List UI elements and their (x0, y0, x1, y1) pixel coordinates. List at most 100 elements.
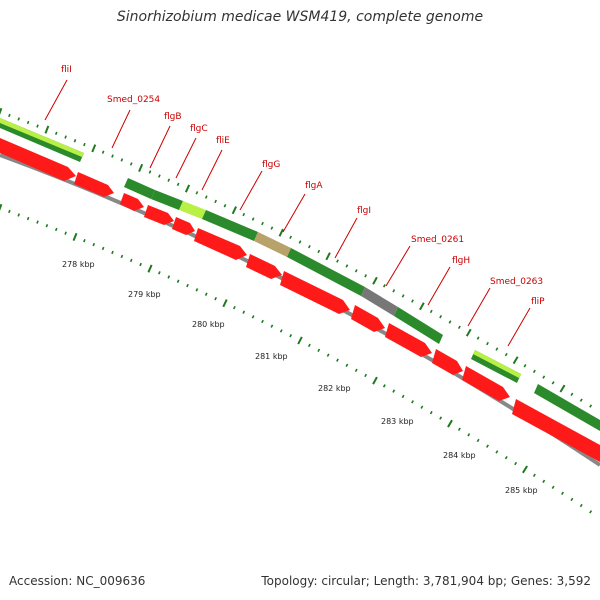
leader-fliI (44, 79, 68, 121)
inner-arc-tick (26, 216, 30, 221)
gene-label-flgI: flgI (357, 206, 371, 216)
inner-arc-tick (233, 305, 236, 310)
kbp-label-283: 283 kbp (381, 417, 414, 426)
inner-arc-tick (139, 262, 142, 267)
gene-leaders (44, 79, 531, 347)
inner-arc-tick (270, 324, 274, 328)
inner-arc-tick (411, 400, 414, 404)
gene-labels: fliI Smed_0254 flgB flgC fliE flgG flgA … (61, 65, 545, 307)
inner-arc-tick (439, 416, 443, 420)
inner-arc-tick (579, 503, 583, 508)
outer-arc-tick (372, 276, 378, 285)
inner-arc-tick (195, 288, 199, 292)
outer-arc-tick (354, 269, 358, 273)
inner-arc-tick (242, 310, 246, 314)
inner-arc-tick (317, 348, 321, 352)
outer-arc-tick (251, 217, 255, 221)
outer-arc-tick (111, 154, 114, 158)
gene-label-flgG: flgG (262, 160, 280, 170)
outer-arc-tick (579, 398, 583, 402)
inner-arc-tick (167, 275, 171, 279)
outer-arc-tick (54, 131, 58, 136)
leader-Smed_0263 (467, 287, 491, 327)
gene-label-fliE: fliE (216, 136, 230, 146)
cds-Smed_0254 (74, 172, 114, 197)
gene-label-fliI: fliI (61, 65, 72, 75)
gene-label-flgH: flgH (452, 256, 470, 266)
gene-label-Smed_0261: Smed_0261 (411, 235, 464, 245)
outer-arc-tick (223, 204, 227, 208)
outer-arc-tick (504, 352, 508, 357)
outer-arc-tick (523, 364, 527, 368)
outer-arc-tick (176, 182, 180, 187)
kbp-label-282: 282 kbp (318, 384, 351, 393)
cds-flgC (144, 205, 174, 225)
outer-arc-tick (429, 309, 433, 314)
outer-arc-tick (317, 249, 321, 254)
inner-arc-tick (261, 319, 264, 324)
outer-arc-tick (270, 226, 274, 230)
inner-arc-tick (336, 358, 339, 362)
inner-arc-tick (372, 376, 378, 385)
feature-Smed_0261 (361, 287, 398, 316)
cds-Smed_0263 (432, 349, 463, 375)
cds-track (0, 138, 600, 462)
outer-arc-tick (278, 228, 284, 237)
cds-fliE (172, 217, 195, 235)
outer-arc-tick (345, 264, 349, 268)
inner-arc-tick (514, 461, 518, 466)
inner-arc-tick (504, 456, 508, 460)
outer-arc-tick (532, 369, 536, 374)
outer-arc-tick (195, 191, 199, 195)
accession-text: Accession: NC_009636 (9, 574, 146, 588)
inner-arc-tick (72, 232, 78, 241)
inner-arc-tick (447, 419, 453, 428)
inner-arc-tick (457, 427, 461, 431)
leader-flgB (149, 125, 171, 169)
inner-arc-tick (147, 264, 153, 273)
outer-arc-tick (439, 315, 443, 319)
inner-arc-tick (0, 203, 3, 211)
outer-arc-tick (411, 299, 414, 303)
inner-arc-tick (101, 246, 105, 251)
feature-flgA (254, 232, 291, 257)
kbp-label-280: 280 kbp (192, 320, 225, 329)
inner-arc-tick (17, 213, 21, 217)
outer-arc-tick (101, 150, 105, 154)
feature-fliI-light (0, 118, 84, 157)
inner-arc-tick (551, 485, 555, 489)
kbp-label-281: 281 kbp (255, 352, 288, 361)
outer-arc-tick (138, 163, 144, 173)
outer-arc-tick (214, 199, 217, 204)
feature-flgG (202, 210, 258, 241)
cds-flgB (120, 193, 144, 211)
outer-arc-tick (0, 107, 3, 115)
inner-arc-tick (542, 479, 546, 483)
genome-summary-text: Topology: circular; Length: 3,781,904 bp… (261, 574, 591, 588)
outer-arc-tick (158, 174, 161, 178)
outer-arc-tick (382, 284, 386, 288)
inner-arc-tick (214, 296, 217, 301)
inner-arc-tick (120, 254, 124, 259)
gene-label-Smed_0254: Smed_0254 (107, 95, 160, 105)
outer-arc-tick (231, 206, 237, 215)
feature-flgC (151, 190, 183, 210)
inner-arc-tick (289, 333, 293, 338)
outer-arc-tick (148, 170, 152, 174)
outer-arc-tick (542, 375, 546, 379)
inner-arc-tick (345, 363, 349, 367)
outer-arc-tick (8, 113, 11, 118)
inner-arc-tick (92, 242, 96, 247)
cds-next (512, 399, 600, 462)
gene-label-fliP: fliP (531, 297, 545, 307)
inner-arc-tick (204, 292, 208, 296)
inner-arc-tick (522, 465, 528, 474)
outer-arc-tick (551, 381, 555, 385)
outer-arc-tick (167, 178, 171, 182)
cds-Smed_0261 (351, 305, 385, 332)
inner-arc-tick (495, 450, 499, 454)
feature-Smed_0263-light (473, 350, 521, 378)
inner-arc-tick (570, 497, 574, 502)
outer-arc-tick (336, 259, 339, 263)
